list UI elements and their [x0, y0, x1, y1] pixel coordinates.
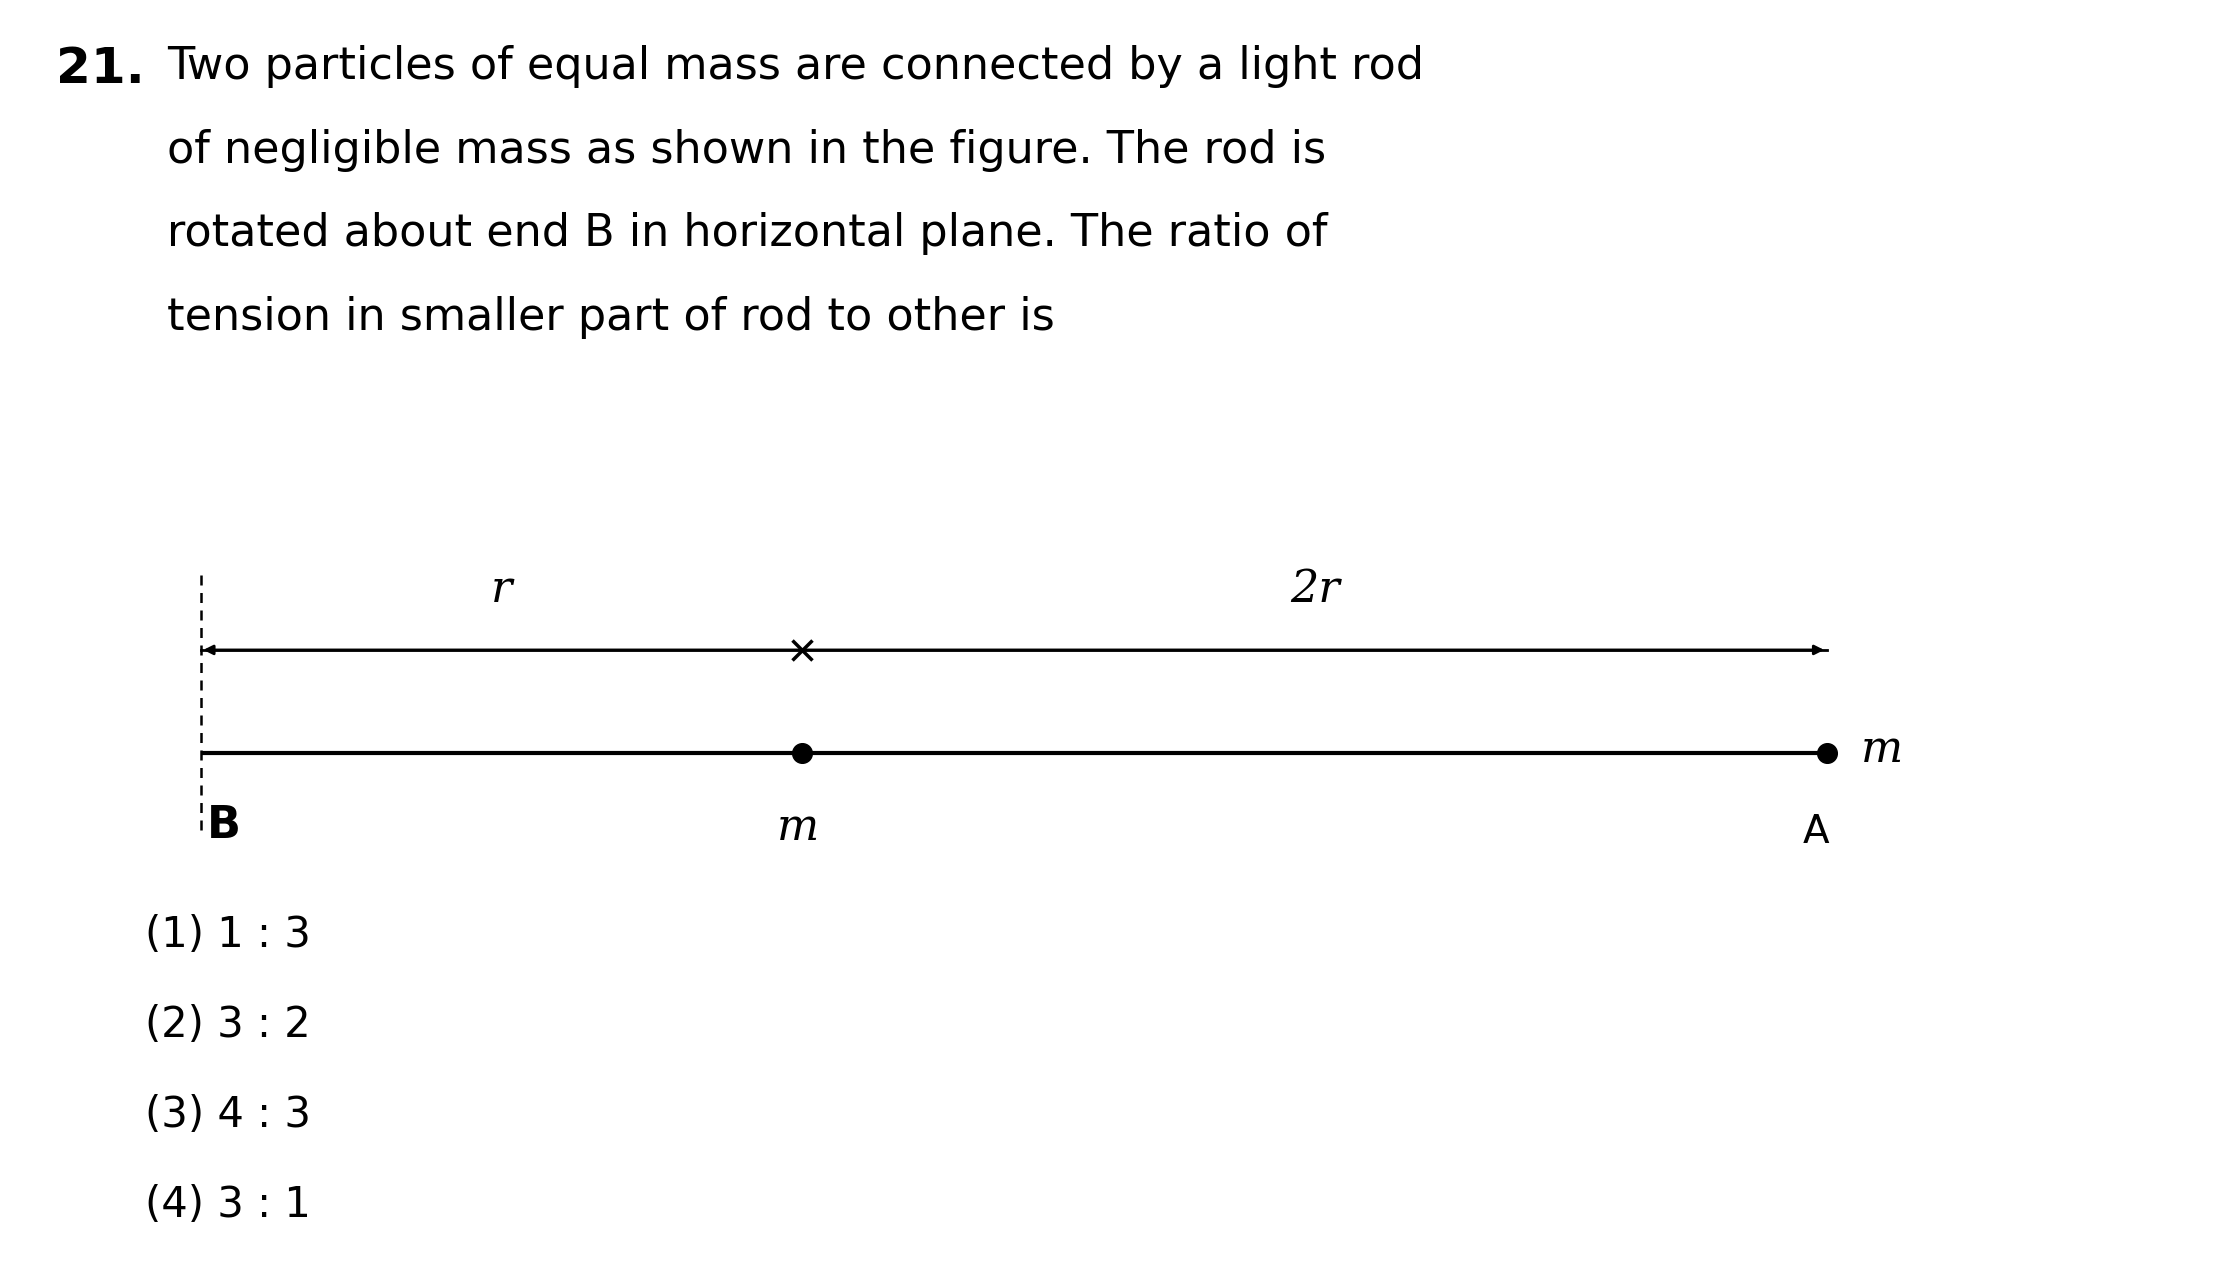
Point: [1809, 743, 1845, 763]
Text: (3) 4 : 3: (3) 4 : 3: [145, 1094, 312, 1136]
Text: 21.: 21.: [56, 45, 145, 93]
Text: (4) 3 : 1: (4) 3 : 1: [145, 1184, 310, 1227]
Text: m: m: [778, 806, 818, 849]
Text: tension in smaller part of rod to other is: tension in smaller part of rod to other …: [167, 296, 1054, 338]
Text: of negligible mass as shown in the figure. The rod is: of negligible mass as shown in the figur…: [167, 129, 1326, 171]
Text: (2) 3 : 2: (2) 3 : 2: [145, 1004, 310, 1046]
Text: 2r: 2r: [1290, 568, 1339, 611]
Text: m: m: [1860, 727, 1903, 771]
Text: B: B: [207, 804, 241, 847]
Text: rotated about end B in horizontal plane. The ratio of: rotated about end B in horizontal plane.…: [167, 212, 1328, 255]
Text: Two particles of equal mass are connected by a light rod: Two particles of equal mass are connecte…: [167, 45, 1424, 88]
Point: [784, 743, 820, 763]
Text: A: A: [1802, 813, 1829, 852]
Text: r: r: [490, 568, 512, 611]
Text: (1) 1 : 3: (1) 1 : 3: [145, 914, 310, 956]
